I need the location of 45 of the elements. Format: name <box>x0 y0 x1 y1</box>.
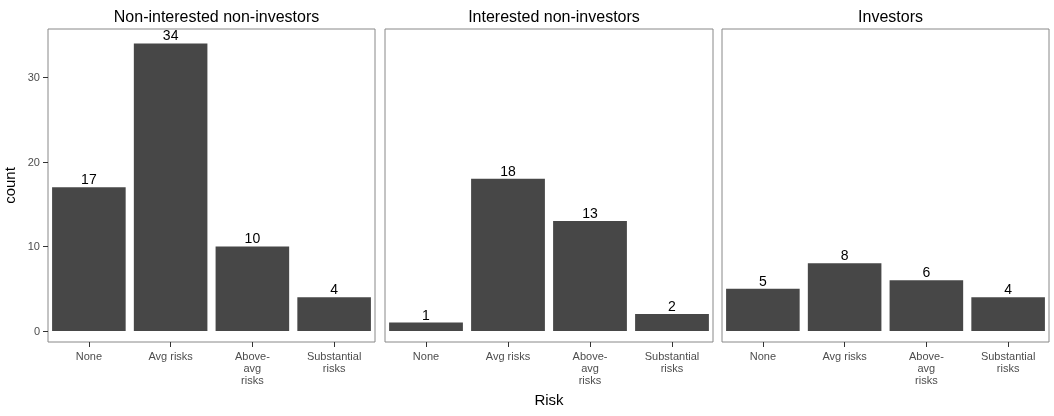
x-tick-label: None <box>749 350 777 362</box>
x-axis-title: Risk <box>534 391 565 408</box>
x-tick-label: None <box>75 350 103 362</box>
y-axis-title: count <box>0 166 18 204</box>
x-tick-label: Above- avg risks <box>572 350 608 386</box>
x-tick-label: Substantial risks <box>644 350 700 374</box>
x-tick-label: Avg risks <box>485 350 531 362</box>
data-label: 1 <box>422 306 431 323</box>
bar <box>133 43 208 331</box>
x-tick-label: Substantial risks <box>980 350 1036 374</box>
bar <box>297 297 371 331</box>
bar <box>726 288 800 331</box>
chart-title: Investors <box>858 7 923 25</box>
bar <box>389 322 463 331</box>
data-label: 5 <box>758 272 767 289</box>
bar <box>52 187 126 331</box>
bar <box>215 246 290 331</box>
bar <box>471 178 545 331</box>
data-label: 17 <box>81 171 97 188</box>
x-tick-label: Substantial risks <box>306 350 362 374</box>
y-tick-label: 0 <box>33 325 40 337</box>
data-label: 34 <box>162 27 179 44</box>
x-tick-label: Avg risks <box>822 350 868 362</box>
bar <box>971 297 1045 331</box>
bar <box>889 280 964 331</box>
x-tick-label: Above- avg risks <box>908 350 945 386</box>
x-tick-label: Above- avg risks <box>234 350 271 386</box>
y-tick-label: 10 <box>27 240 40 253</box>
data-label: 2 <box>668 298 677 315</box>
chart-title: Non-interested non-investors <box>113 7 320 25</box>
data-label: 8 <box>840 247 849 264</box>
data-label: 4 <box>330 281 339 298</box>
bar <box>807 263 882 331</box>
bar <box>635 314 709 331</box>
chart-title: Interested non-investors <box>468 7 640 25</box>
y-tick-label: 30 <box>27 71 40 84</box>
x-tick-label: None <box>412 350 440 362</box>
bar <box>553 221 627 331</box>
data-label: 13 <box>582 205 598 222</box>
data-label: 4 <box>1004 281 1013 298</box>
y-tick-label: 20 <box>27 155 40 168</box>
x-tick-label: Avg risks <box>148 350 194 362</box>
data-label: 18 <box>500 162 516 179</box>
data-label: 6 <box>922 264 931 281</box>
data-label: 10 <box>244 230 261 247</box>
